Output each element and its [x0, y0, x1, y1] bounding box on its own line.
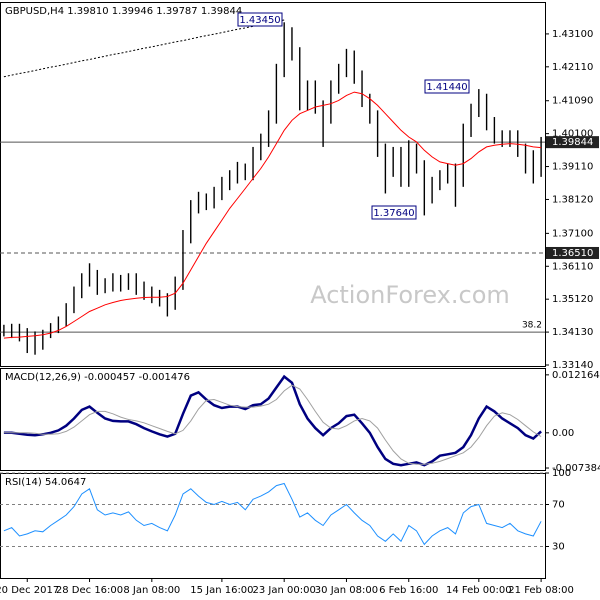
- y-tick-label: 1.34130: [552, 327, 593, 338]
- annotation-box: [371, 205, 417, 220]
- y-tick-label: 1.35120: [552, 294, 593, 305]
- panel: [0, 2, 546, 367]
- y-tick-label: 1.43100: [552, 29, 593, 40]
- x-tick-label: 28 Dec 16:00: [56, 585, 123, 596]
- series-line: [3, 482, 542, 546]
- series-line: [3, 19, 285, 78]
- series-line: [3, 374, 542, 467]
- annotation-box: [424, 79, 470, 94]
- annotation-box: [237, 12, 283, 27]
- annotation-label: 1.37640: [373, 208, 414, 219]
- x-tick-label: 21 Feb 08:00: [508, 585, 574, 596]
- panel-title: RSI(14) 54.0647: [5, 477, 86, 488]
- level-box: [546, 246, 599, 259]
- y-tick-label: 1.38120: [552, 194, 593, 205]
- panel: [0, 473, 546, 579]
- watermark: ActionForex.com: [310, 281, 510, 309]
- x-tick-label: 6 Feb 16:00: [379, 585, 438, 596]
- level-label: 1.39844: [552, 137, 593, 148]
- level-box: [546, 136, 599, 149]
- y-tick-label: 1.42110: [552, 62, 593, 73]
- x-tick-label: 20 Dec 2017: [0, 585, 59, 596]
- y-tick-label: 30: [552, 542, 565, 553]
- x-tick-label: 30 Jan 08:00: [315, 585, 378, 596]
- y-tick-label: 0.012164: [552, 370, 600, 381]
- annotation-label: 1.43450: [239, 15, 280, 26]
- y-tick-label: 1.40100: [552, 129, 593, 140]
- series-line: [3, 384, 542, 465]
- y-tick-label: -0.007384: [552, 463, 600, 474]
- x-tick-label: 14 Feb 00:00: [446, 585, 512, 596]
- x-tick-label: 8 Jan 08:00: [123, 585, 180, 596]
- y-tick-label: 0.00: [552, 428, 574, 439]
- level-label: 1.36510: [552, 248, 593, 259]
- y-tick-label: 70: [552, 500, 565, 511]
- y-tick-label: 100: [552, 468, 571, 479]
- panel: [0, 368, 546, 471]
- x-tick-label: 15 Jan 16:00: [190, 585, 253, 596]
- y-tick-label: 1.41090: [552, 96, 593, 107]
- panel-title: MACD(12,26,9) -0.000457 -0.001476: [5, 372, 190, 383]
- panel-title: GBPUSD,H4 1.39810 1.39946 1.39787 1.3984…: [5, 6, 242, 17]
- y-tick-label: 1.39110: [552, 162, 593, 173]
- x-tick-label: 23 Jan 00:00: [253, 585, 316, 596]
- y-tick-label: 1.36110: [552, 261, 593, 272]
- level-label: 38.2: [522, 321, 542, 331]
- annotation-label: 1.41440: [426, 82, 467, 93]
- series-line: [3, 91, 542, 339]
- y-tick-label: 1.37100: [552, 228, 593, 239]
- y-tick-label: 1.33140: [552, 360, 593, 371]
